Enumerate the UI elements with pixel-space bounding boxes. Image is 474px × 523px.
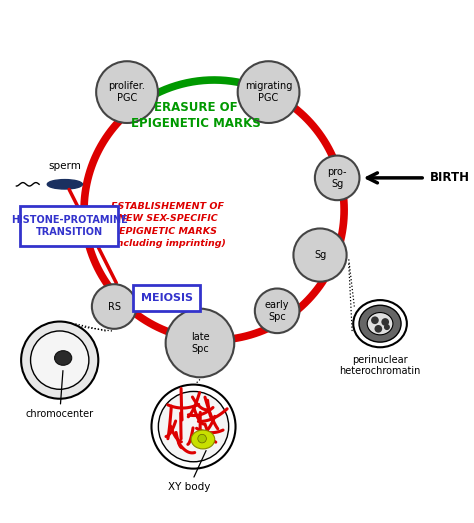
Text: ESTABLISHEMENT OF
NEW SEX-SPECIFIC
EPIGNETIC MARKS
(including imprinting): ESTABLISHEMENT OF NEW SEX-SPECIFIC EPIGN… [109, 202, 226, 248]
Ellipse shape [353, 300, 407, 347]
Ellipse shape [359, 305, 401, 342]
Text: prolifer.
PGC: prolifer. PGC [109, 81, 146, 103]
Ellipse shape [55, 351, 72, 365]
Circle shape [96, 61, 158, 123]
Circle shape [158, 391, 228, 462]
Text: chromocenter: chromocenter [26, 371, 94, 419]
Circle shape [30, 331, 89, 389]
Text: XY body: XY body [168, 451, 210, 492]
Text: BIRTH: BIRTH [429, 172, 469, 185]
Text: ERASURE OF
EPIGENETIC MARKS: ERASURE OF EPIGENETIC MARKS [131, 101, 261, 130]
Text: sperm: sperm [48, 162, 82, 172]
Ellipse shape [47, 179, 82, 189]
Circle shape [92, 284, 137, 329]
Text: RS: RS [108, 302, 121, 312]
Ellipse shape [191, 430, 215, 449]
Circle shape [315, 155, 359, 200]
Ellipse shape [367, 313, 393, 335]
FancyBboxPatch shape [134, 285, 200, 311]
Text: early
Spc: early Spc [265, 300, 290, 322]
Text: migrating
PGC: migrating PGC [245, 81, 292, 103]
Text: Sg: Sg [314, 250, 326, 260]
Text: MEIOSIS: MEIOSIS [141, 293, 193, 303]
Text: pro-
Sg: pro- Sg [328, 167, 347, 189]
Circle shape [374, 325, 382, 333]
Circle shape [371, 316, 379, 324]
Circle shape [382, 318, 389, 326]
Circle shape [198, 434, 206, 443]
Circle shape [293, 229, 346, 282]
FancyBboxPatch shape [20, 206, 118, 246]
Text: HISTONE-PROTAMINE
TRANSITION: HISTONE-PROTAMINE TRANSITION [11, 215, 128, 237]
Circle shape [152, 384, 236, 469]
Circle shape [165, 309, 234, 377]
Circle shape [384, 324, 390, 330]
Text: late
Spc: late Spc [191, 332, 209, 354]
Circle shape [21, 322, 98, 399]
Circle shape [237, 61, 300, 123]
Text: perinuclear
heterochromatin: perinuclear heterochromatin [339, 355, 421, 376]
Circle shape [255, 289, 300, 333]
